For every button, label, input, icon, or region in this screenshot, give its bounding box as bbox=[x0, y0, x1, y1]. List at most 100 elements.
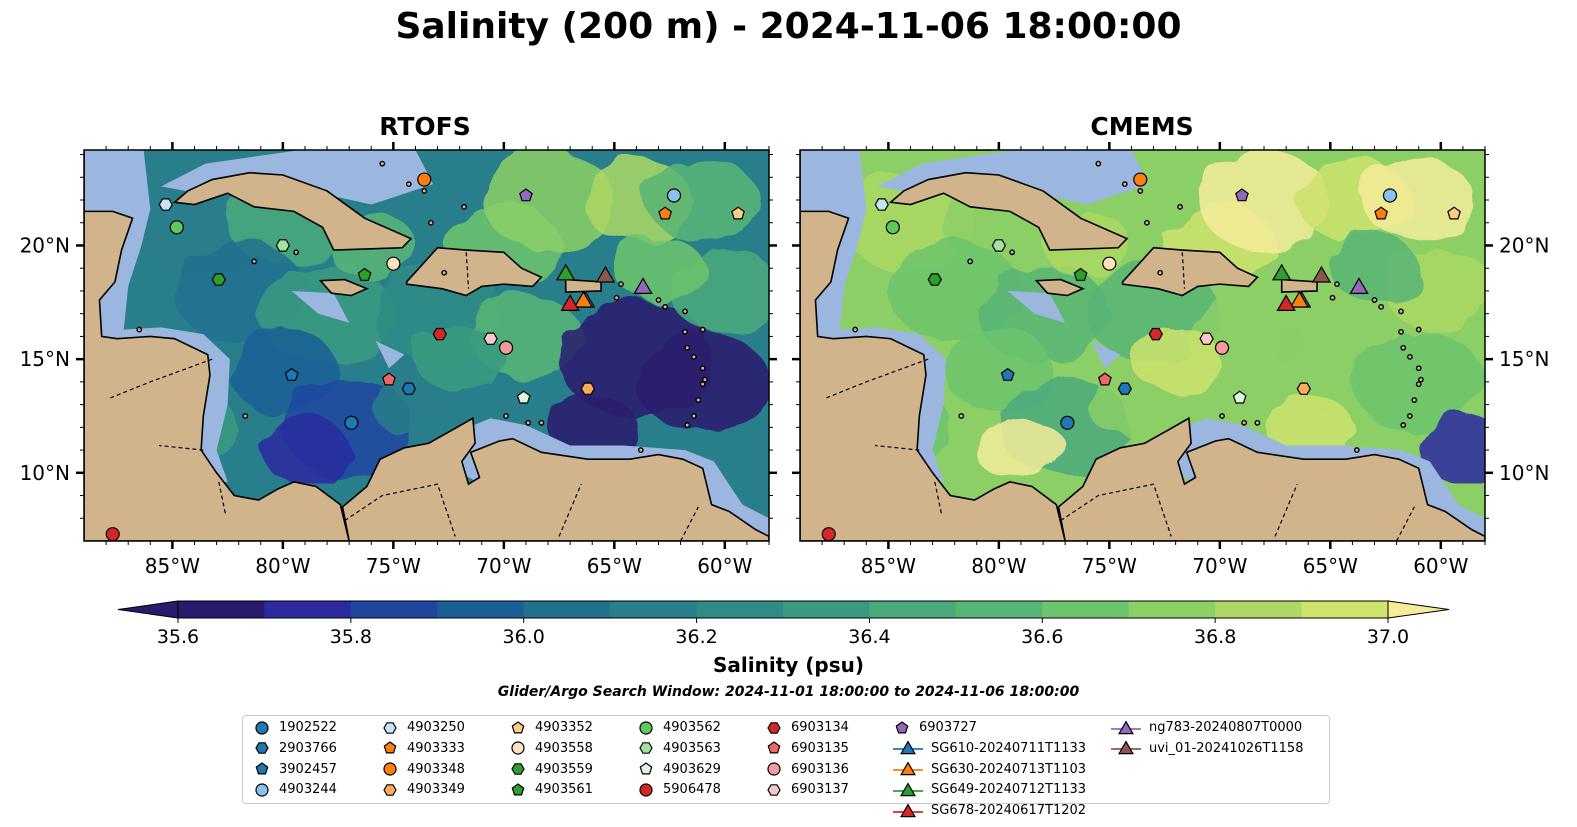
pentagon-icon bbox=[639, 762, 653, 775]
legend-marker bbox=[511, 763, 525, 775]
legend-item: SG610-20240711T1133 bbox=[893, 738, 1086, 759]
land-mass bbox=[318, 278, 369, 297]
island bbox=[702, 376, 708, 383]
legend-label: SG630-20240713T1103 bbox=[931, 761, 1087, 777]
island bbox=[1254, 419, 1261, 426]
colorbar-segment bbox=[696, 601, 784, 618]
lon-tick-label: 65°W bbox=[1303, 554, 1358, 578]
legend-item: 4903352 bbox=[509, 717, 593, 738]
island bbox=[1400, 344, 1407, 351]
island bbox=[525, 419, 532, 426]
legend-label: 4903629 bbox=[663, 761, 721, 777]
platform-legend: 1902522 2903766 3902457 4903244 4903250 49033… bbox=[242, 715, 1330, 818]
legend-item: SG678-20240617T1202 bbox=[893, 800, 1086, 821]
platform-marker-6903135 bbox=[382, 372, 396, 386]
map-frame bbox=[83, 149, 770, 542]
island bbox=[682, 308, 688, 315]
shelf-area bbox=[1091, 340, 1121, 369]
platform-marker-sg678-20240617t1202 bbox=[1276, 294, 1296, 311]
platform-marker-4903559 bbox=[211, 273, 226, 286]
legend-label: uvi_01-20241026T1158 bbox=[1149, 740, 1304, 756]
land-mass bbox=[888, 171, 1129, 251]
island bbox=[538, 419, 545, 426]
platform-marker-4903250 bbox=[158, 198, 173, 211]
island bbox=[1157, 269, 1164, 276]
legend-item: 4903629 bbox=[637, 759, 721, 780]
legend-marker bbox=[1118, 740, 1134, 755]
legend-marker bbox=[511, 741, 525, 755]
island bbox=[967, 258, 974, 265]
circle-icon bbox=[767, 762, 781, 776]
colorbar-tick-label: 36.8 bbox=[1193, 626, 1237, 648]
colorbar-segment bbox=[1042, 601, 1130, 618]
island bbox=[699, 365, 706, 372]
island bbox=[1415, 326, 1422, 333]
legend-label: SG678-20240617T1202 bbox=[931, 803, 1087, 819]
island bbox=[690, 413, 697, 419]
island bbox=[441, 269, 448, 276]
platform-marker-4903561 bbox=[357, 267, 372, 281]
colorbar-extend-high bbox=[1387, 600, 1450, 619]
colorbar-tick-label: 36.6 bbox=[1021, 626, 1064, 648]
island bbox=[1406, 413, 1413, 419]
land-mass bbox=[84, 150, 350, 541]
platform-marker-sg649-20240712t1133 bbox=[555, 263, 576, 281]
legend-marker bbox=[511, 720, 525, 733]
platform-marker-sg630-20240713t1103 bbox=[1289, 290, 1310, 308]
platform-marker-4903629 bbox=[1232, 390, 1247, 404]
legend-label: 4903561 bbox=[535, 782, 593, 798]
colorbar-segment bbox=[1301, 601, 1389, 618]
legend-label: 6903135 bbox=[791, 740, 849, 756]
platform-marker-2903766 bbox=[401, 382, 416, 395]
platform-marker-ng783-20240807t0000 bbox=[633, 277, 653, 294]
colorbar-segment bbox=[437, 601, 525, 618]
platform-marker-6903136 bbox=[498, 340, 514, 355]
legend-marker bbox=[639, 783, 653, 797]
island bbox=[1418, 376, 1424, 383]
island bbox=[1411, 397, 1418, 403]
legend-marker bbox=[639, 742, 653, 755]
colorbar-frame bbox=[177, 600, 1389, 619]
triangle-icon bbox=[1111, 719, 1141, 734]
legend-item: SG630-20240713T1103 bbox=[893, 759, 1086, 780]
legend-marker bbox=[900, 782, 916, 797]
platform-marker-4903333 bbox=[1374, 206, 1389, 220]
island bbox=[699, 326, 706, 333]
island bbox=[852, 326, 859, 333]
platform-marker-4903563 bbox=[275, 239, 291, 252]
legend-item: 4903349 bbox=[381, 779, 465, 800]
lon-tick-label: 80°W bbox=[255, 554, 310, 578]
hexagon-icon bbox=[255, 742, 269, 755]
legend-marker bbox=[255, 783, 269, 797]
colorbar-segment bbox=[178, 601, 265, 618]
legend-item: uvi_01-20241026T1158 bbox=[1111, 738, 1303, 759]
lon-tick-label: 85°W bbox=[145, 554, 200, 578]
legend-item: 6903727 bbox=[893, 717, 977, 738]
island bbox=[1219, 413, 1225, 419]
pentagon-icon bbox=[511, 720, 525, 733]
platform-marker-uvi_01-20241026t1158 bbox=[1311, 265, 1332, 283]
country-border bbox=[1181, 252, 1186, 289]
island bbox=[1137, 188, 1144, 194]
legend-item: 6903137 bbox=[765, 779, 849, 800]
island bbox=[1415, 365, 1422, 372]
platform-marker-1902522 bbox=[344, 415, 359, 430]
legend-label: 4903349 bbox=[407, 782, 465, 798]
country-border bbox=[1060, 483, 1172, 537]
legend-marker bbox=[1118, 719, 1134, 734]
legend-item: 4903250 bbox=[381, 717, 465, 738]
country-border bbox=[875, 444, 920, 451]
panel-title-rtofs: RTOFS bbox=[379, 112, 471, 141]
platform-marker-2903766 bbox=[1117, 382, 1132, 395]
island bbox=[461, 203, 467, 210]
legend-label: 2903766 bbox=[279, 740, 337, 756]
legend-item: SG649-20240712T1133 bbox=[893, 779, 1086, 800]
legend-item: 4903559 bbox=[509, 759, 593, 780]
platform-marker-6903136 bbox=[1214, 340, 1230, 355]
island bbox=[1177, 203, 1183, 210]
legend-item: 4903348 bbox=[381, 759, 465, 780]
island bbox=[1241, 419, 1248, 426]
island bbox=[695, 397, 702, 403]
legend-marker bbox=[900, 761, 916, 776]
